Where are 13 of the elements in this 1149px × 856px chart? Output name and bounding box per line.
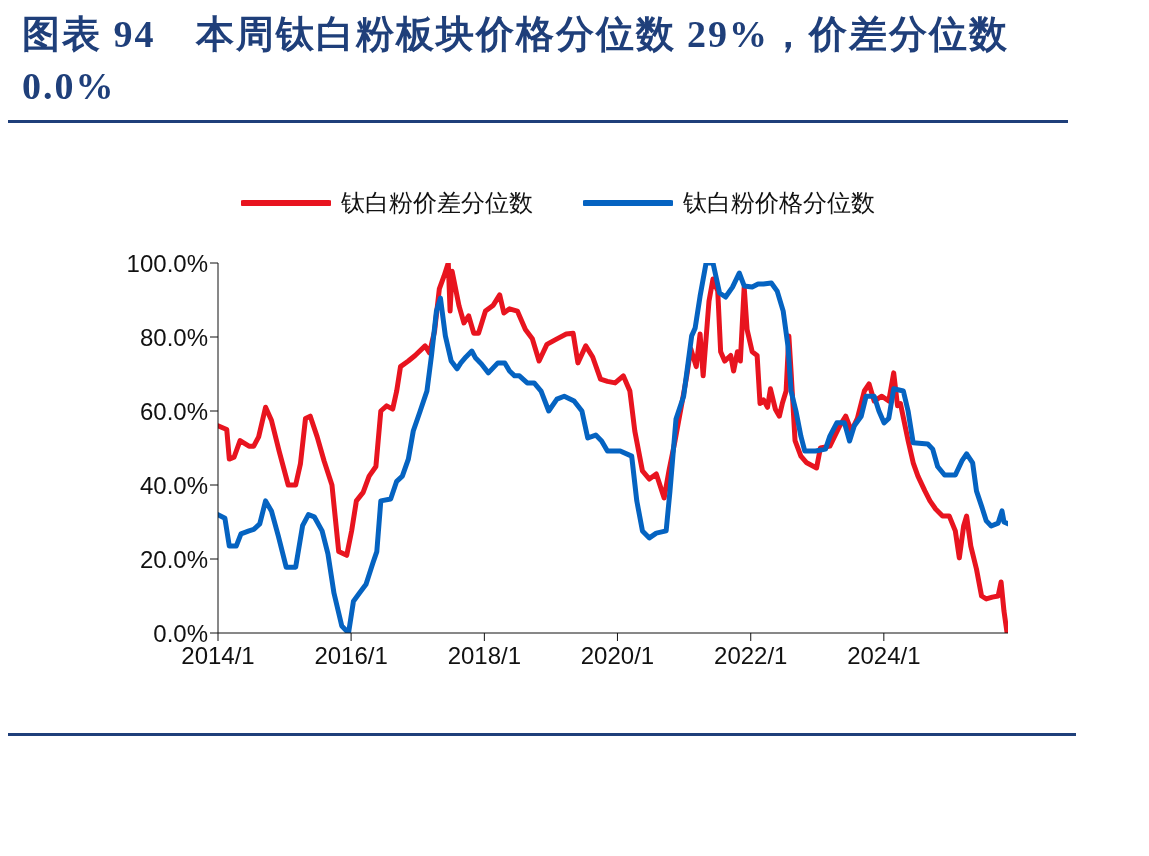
- x-tick-label: 2022/1: [714, 642, 788, 670]
- y-tick-label: 80.0%: [139, 323, 208, 351]
- legend-label: 钛白粉价格分位数: [683, 188, 875, 218]
- y-tick-label: 60.0%: [139, 397, 208, 425]
- x-tick-label: 2024/1: [847, 642, 921, 670]
- x-tick-label: 2016/1: [314, 642, 388, 670]
- legend-label: 钛白粉价差分位数: [341, 188, 533, 218]
- x-tick-label: 2018/1: [447, 642, 522, 670]
- y-tick-label: 20.0%: [139, 545, 208, 573]
- y-tick-label: 100.0%: [126, 249, 208, 277]
- chart-title: 图表 94 本周钛白粉板块价格分位数 29%，价差分位数 0.0%: [8, 8, 1068, 123]
- y-tick-label: 40.0%: [139, 471, 208, 499]
- x-tick-label: 2020/1: [580, 642, 655, 670]
